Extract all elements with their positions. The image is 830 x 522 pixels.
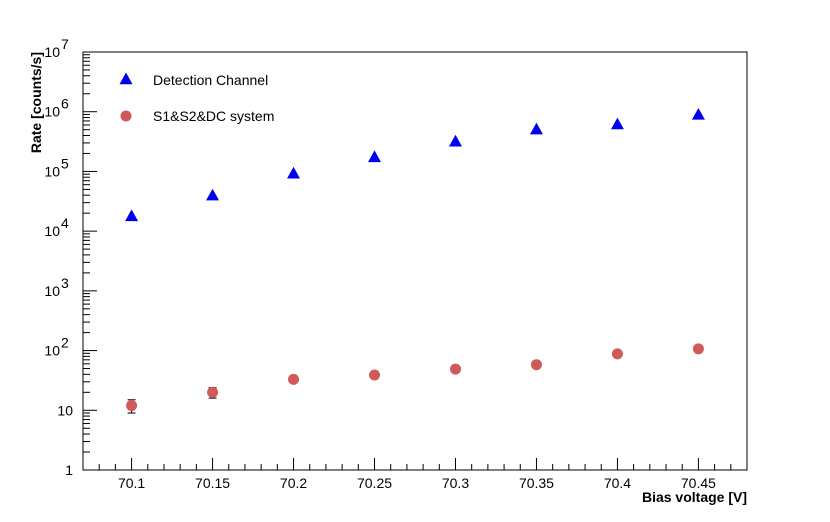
detection-channel-point	[368, 150, 382, 163]
legend-label: Detection Channel	[153, 72, 268, 88]
y-tick-exponent: 4	[61, 215, 69, 231]
detection-channel-point	[610, 117, 624, 130]
x-axis-title: Bias voltage [V]	[642, 489, 747, 505]
s1s2dc-system-point	[692, 343, 704, 355]
y-tick-label: 10	[44, 283, 60, 299]
s1s2dc-system-point	[126, 400, 138, 412]
y-tick-exponent: 7	[61, 36, 69, 52]
detection-channel-point	[448, 134, 462, 147]
detection-channel-point	[125, 209, 139, 222]
legend-marker-detection-channel	[119, 72, 133, 85]
y-tick-label: 10	[44, 104, 60, 120]
y-tick-exponent: 6	[61, 96, 69, 112]
y-tick-exponent: 5	[61, 155, 69, 171]
y-tick-label: 10	[44, 223, 60, 239]
detection-channel-point	[287, 166, 301, 179]
x-tick-label: 70.3	[442, 475, 469, 491]
y-tick-label: 10	[44, 343, 60, 359]
detection-channel-point	[691, 107, 705, 120]
x-tick-label: 70.4	[604, 475, 631, 491]
s1s2dc-system-point	[530, 359, 542, 371]
legend-label: S1&S2&DC system	[153, 108, 274, 124]
y-tick-label: 10	[44, 163, 60, 179]
y-tick-label: 10	[57, 402, 73, 418]
y-tick-label: 1	[65, 462, 73, 478]
legend-marker-s1s2dc-system	[120, 110, 132, 122]
x-tick-label: 70.25	[357, 475, 392, 491]
y-axis-title: Rate [counts/s]	[28, 52, 44, 153]
y-tick-label: 10	[44, 44, 60, 60]
x-tick-label: 70.15	[195, 475, 230, 491]
s1s2dc-system-point	[449, 363, 461, 375]
x-tick-label: 70.1	[118, 475, 145, 491]
s1s2dc-system-point	[207, 386, 219, 398]
y-tick-exponent: 2	[61, 335, 69, 351]
y-tick-exponent: 3	[61, 275, 69, 291]
s1s2dc-system-point	[611, 348, 623, 360]
x-tick-label: 70.45	[681, 475, 716, 491]
detection-channel-point	[206, 188, 220, 201]
detection-channel-point	[529, 122, 543, 135]
plot-frame	[82, 51, 748, 471]
s1s2dc-system-point	[288, 373, 300, 385]
x-tick-label: 70.2	[280, 475, 307, 491]
s1s2dc-system-point	[369, 369, 381, 381]
x-tick-label: 70.35	[519, 475, 554, 491]
